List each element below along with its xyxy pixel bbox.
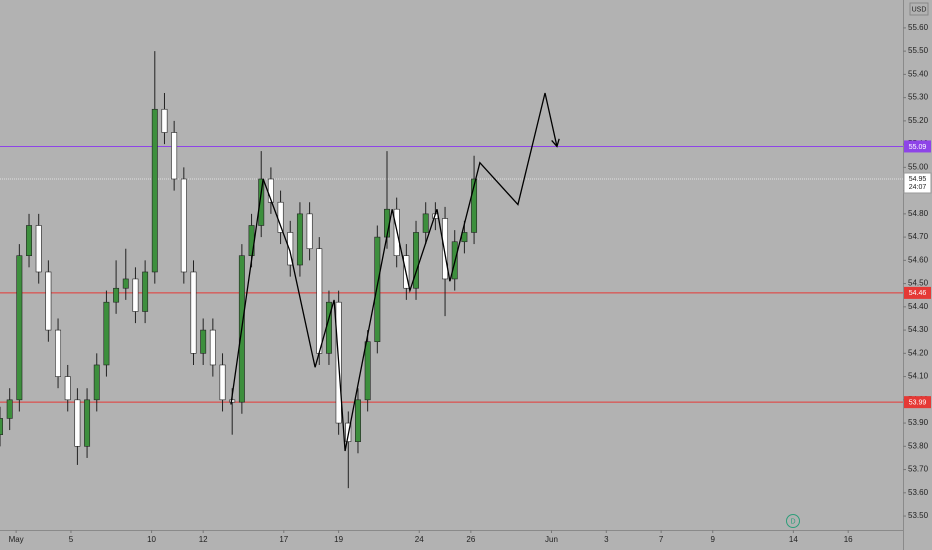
level-label-box [904, 286, 931, 299]
level-label-box [904, 396, 931, 409]
candle-body [26, 225, 32, 257]
currency: USD [912, 6, 927, 13]
candle-body [471, 178, 478, 233]
last-price-label: 54.95 [909, 176, 927, 183]
candle-body [296, 213, 303, 266]
y-tick-label: 55.20 [908, 116, 929, 125]
level-label: 55.09 [909, 144, 927, 151]
last-price-box [903, 172, 932, 194]
candle-body [461, 232, 468, 243]
x-tick-label: 9 [710, 535, 715, 544]
candle-body [55, 329, 62, 377]
y-tick-label: 53.70 [908, 465, 929, 474]
candle-body [171, 132, 178, 180]
x-tick-label: 12 [199, 535, 208, 544]
candle-body [422, 213, 429, 233]
countdown: 24:07 [909, 184, 927, 191]
y-tick-label: 54.60 [908, 255, 929, 264]
candle-body [258, 178, 265, 226]
y-tick-label: 55.30 [908, 93, 929, 102]
candle-body [16, 255, 23, 401]
x-tick-label: 17 [279, 535, 288, 544]
currency-box[interactable] [909, 2, 929, 16]
candle-body [277, 201, 284, 233]
candle-body [413, 232, 419, 289]
y-tick-label: 54.20 [908, 348, 929, 357]
x-tick-label: Jun [545, 535, 558, 544]
candle-body [132, 278, 139, 312]
candle-body [64, 376, 71, 401]
candle-body [103, 301, 110, 366]
x-tick-label: 26 [466, 535, 475, 544]
candle-body [374, 236, 381, 343]
y-tick-label: 54.80 [908, 209, 929, 218]
candle-body [35, 225, 42, 273]
candle-body [6, 399, 13, 419]
interval-badge: D [790, 518, 795, 525]
candle-body [287, 232, 294, 266]
y-tick-label: 53.80 [908, 441, 929, 450]
y-tick-label: 54.50 [908, 279, 929, 288]
x-tick-label: 10 [147, 535, 156, 544]
candle-body [45, 271, 52, 331]
candle-body [355, 399, 361, 442]
y-tick-label: 54.30 [908, 325, 929, 334]
level-label: 53.99 [909, 399, 927, 406]
candle-body [122, 278, 129, 289]
drawing-arrowhead [551, 138, 560, 148]
x-tick-label: 19 [334, 535, 343, 544]
candle-body [151, 108, 158, 273]
y-tick-label: 53.90 [908, 418, 929, 427]
x-tick-label: 24 [415, 535, 424, 544]
candle-body [267, 178, 274, 203]
y-tick-label: 55.50 [908, 46, 929, 55]
x-tick-label: 5 [69, 535, 74, 544]
y-tick-label: 54.40 [908, 302, 929, 311]
candle-body [161, 108, 168, 133]
candle-body [229, 399, 236, 403]
candle-body [209, 329, 216, 366]
level-label-box [904, 140, 931, 153]
candle-body [219, 364, 226, 401]
x-tick-label: 7 [659, 535, 664, 544]
y-tick-label: 53.50 [908, 511, 929, 520]
x-tick-label: 3 [604, 535, 609, 544]
candle-body [74, 399, 81, 447]
candle-body [200, 329, 207, 354]
candle-body [306, 213, 313, 250]
candle-body [84, 399, 91, 447]
candle-body [113, 287, 120, 303]
candle-body [442, 218, 449, 280]
candle-body [364, 341, 371, 401]
candle-body [190, 271, 197, 354]
y-tick-label: 54.10 [908, 372, 929, 381]
drawing-line [230, 92, 558, 452]
y-tick-label: 55.60 [908, 23, 929, 32]
y-tick-label: 55.00 [908, 162, 929, 171]
x-tick-label: 16 [844, 535, 853, 544]
y-tick-label: 53.60 [908, 488, 929, 497]
y-tick-label: 54.70 [908, 232, 929, 241]
candle-body [180, 178, 187, 273]
x-tick-label: 14 [789, 535, 798, 544]
level-label: 54.46 [909, 290, 927, 297]
y-tick-label: 55.40 [908, 69, 929, 78]
candle-body [93, 364, 100, 401]
candle-body [316, 248, 323, 354]
candle-body [142, 271, 149, 312]
interval-badge-circle[interactable] [786, 514, 800, 528]
x-tick-label: May [9, 535, 24, 544]
candle-body [0, 418, 3, 435]
